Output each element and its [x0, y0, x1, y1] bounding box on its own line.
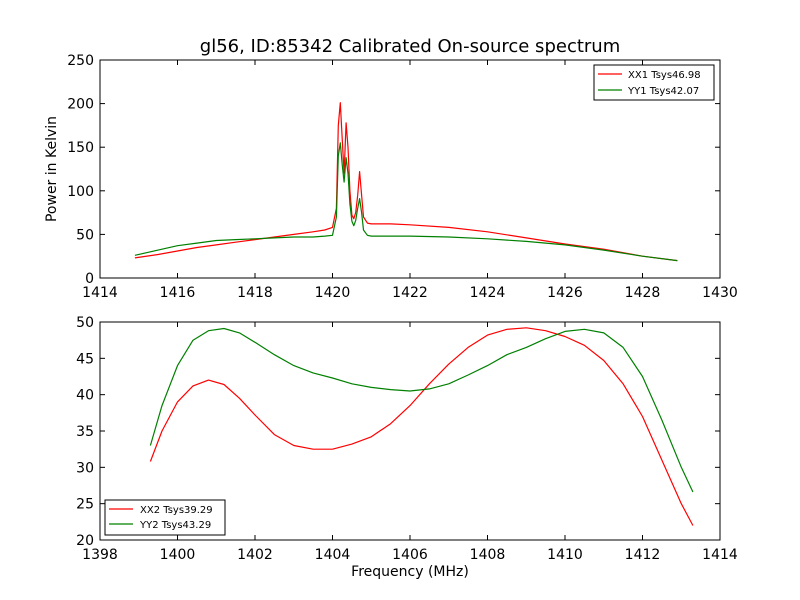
x-tick-label: 1414 [702, 547, 738, 563]
bottom-panel-lines [149, 327, 694, 526]
top-panel-ticks: 1414 1416 1418 1420 1422 1424 1426 1428 1430 0 50 1… [67, 53, 738, 301]
y-tick-label: 50 [76, 315, 94, 331]
x-tick-label: 1404 [315, 547, 351, 563]
top-panel-ylabel: Power in Kelvin [44, 116, 60, 222]
y-tick-label: 250 [67, 53, 94, 69]
x-tick-label: 1398 [82, 547, 118, 563]
x-tick-label: 1410 [547, 547, 583, 563]
x-tick-label: 1406 [392, 547, 428, 563]
y-tick-label: 50 [76, 227, 94, 243]
x-tick-label: 1428 [625, 285, 661, 301]
top-legend-box [593, 64, 715, 101]
legend-label-xx1: XX1 Tsys46.98 [628, 70, 701, 81]
y-tick-label: 35 [76, 424, 94, 440]
x-tick-label: 1400 [160, 547, 196, 563]
y-tick-label: 20 [76, 533, 94, 549]
x-tick-label: 1424 [470, 285, 506, 301]
y-tick-label: 200 [67, 97, 94, 113]
series-line-yy2 [149, 327, 694, 493]
y-tick-label: 30 [76, 460, 94, 476]
x-tick-label: 1430 [702, 285, 738, 301]
y-tick-label: 40 [76, 388, 94, 404]
x-tick-label: 1416 [160, 285, 196, 301]
legend-label-yy1: YY1 Tsys42.07 [627, 86, 699, 97]
x-tick-label: 1412 [625, 547, 661, 563]
legend-label-xx2: XX2 Tsys39.29 [140, 505, 213, 516]
bottom-panel-legend: XX2 Tsys39.29 YY2 Tsys43.29 [104, 499, 226, 536]
y-tick-label: 25 [76, 497, 94, 513]
x-tick-label: 1418 [237, 285, 273, 301]
series-line-yy1 [134, 142, 678, 262]
x-tick-label: 1426 [547, 285, 583, 301]
x-tick-label: 1408 [470, 547, 506, 563]
top-panel-legend: XX1 Tsys46.98 YY1 Tsys42.07 [593, 64, 715, 101]
bottom-panel: 1398 1400 1402 1404 1406 1408 1410 1412 1414 20 25… [76, 315, 738, 580]
bottom-panel-ticks: 1398 1400 1402 1404 1406 1408 1410 1412 1414 20 25… [76, 315, 738, 563]
y-tick-label: 45 [76, 351, 94, 367]
figure-title: gl56, ID:85342 Calibrated On-source spec… [200, 36, 620, 57]
y-tick-label: 0 [85, 271, 94, 287]
x-tick-label: 1414 [82, 285, 118, 301]
x-tick-label: 1402 [237, 547, 273, 563]
y-tick-label: 150 [67, 140, 94, 156]
legend-label-yy2: YY2 Tsys43.29 [139, 520, 211, 531]
bottom-panel-xlabel: Frequency (MHz) [351, 564, 469, 580]
bottom-legend-box [104, 499, 226, 536]
y-tick-label: 100 [67, 184, 94, 200]
top-panel: 1414 1416 1418 1420 1422 1424 1426 1428 1430 0 50 1… [44, 53, 738, 301]
top-panel-lines [134, 102, 678, 262]
x-tick-label: 1420 [315, 285, 351, 301]
x-tick-label: 1422 [392, 285, 428, 301]
series-line-xx2 [149, 327, 694, 526]
